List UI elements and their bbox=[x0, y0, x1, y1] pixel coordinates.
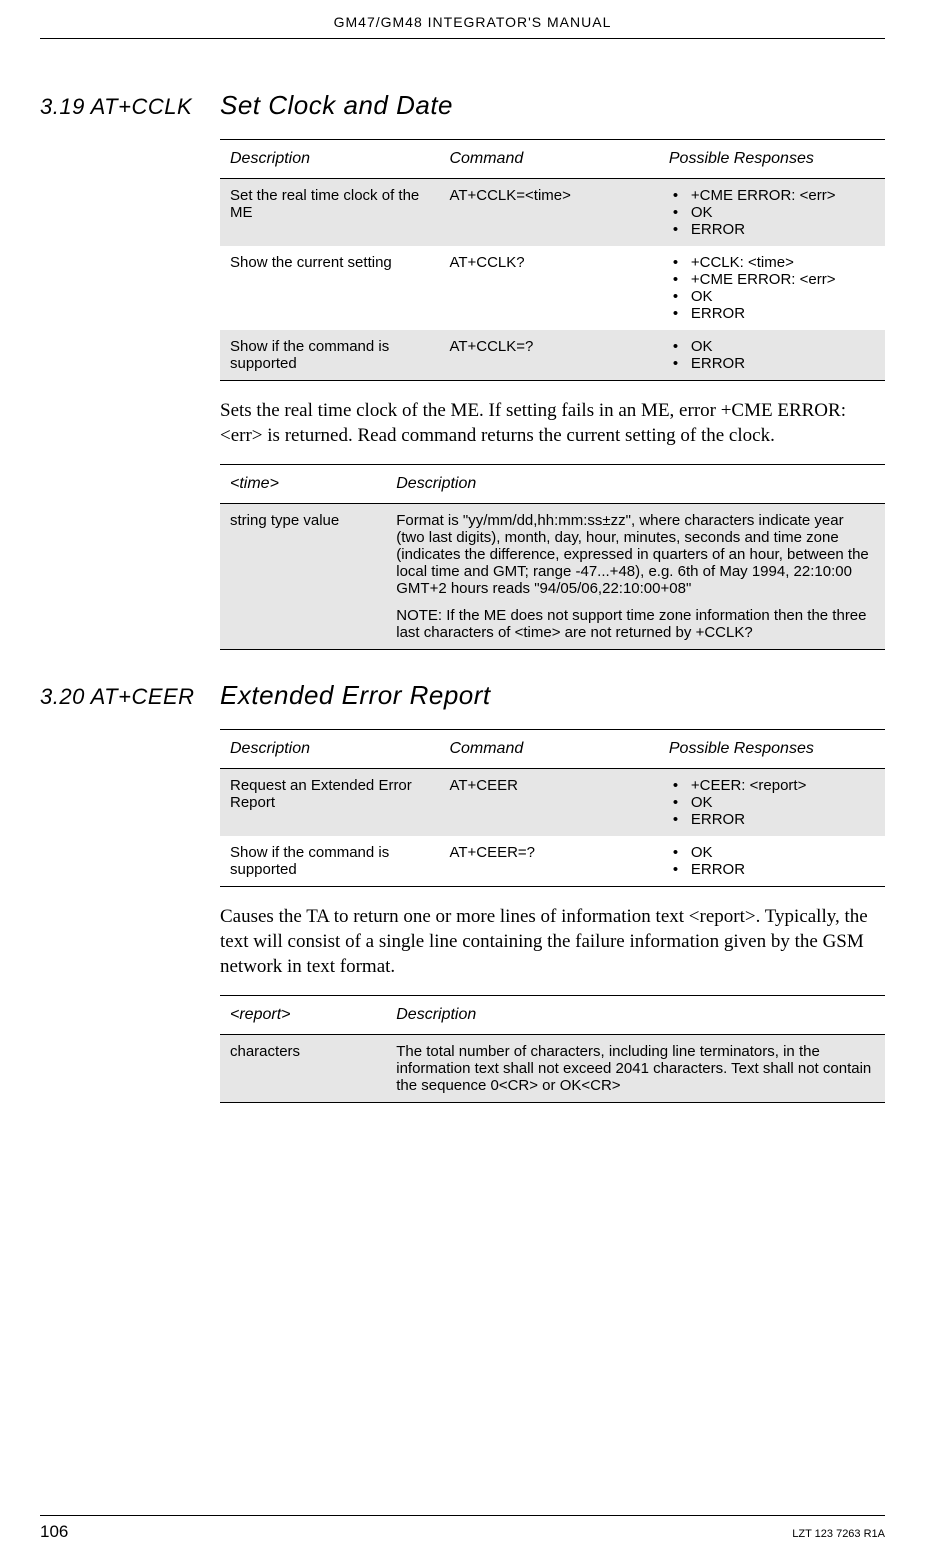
table-header-row: <report> Description bbox=[220, 996, 885, 1035]
table-row: Show if the command is supported AT+CEER… bbox=[220, 836, 885, 887]
doc-id: LZT 123 7263 R1A bbox=[792, 1528, 885, 1540]
section-319-title: Set Clock and Date bbox=[220, 90, 453, 121]
header-rule bbox=[40, 38, 885, 39]
table-row: Request an Extended Error Report AT+CEER… bbox=[220, 769, 885, 837]
col-command: Command bbox=[439, 140, 658, 179]
section-320-heading: 3.20 AT+CEER Extended Error Report bbox=[40, 680, 885, 711]
cell-resp: +CME ERROR: <err> OK ERROR bbox=[659, 179, 885, 247]
page-number: 106 bbox=[40, 1522, 68, 1542]
section-319-body-block: Description Command Possible Responses S… bbox=[220, 139, 885, 650]
col-description: Description bbox=[220, 730, 439, 769]
cclk-command-table: Description Command Possible Responses S… bbox=[220, 139, 885, 381]
param-name: string type value bbox=[220, 504, 386, 650]
param-col-name: <time> bbox=[220, 465, 386, 504]
resp-item: OK bbox=[687, 794, 875, 811]
resp-item: ERROR bbox=[687, 811, 875, 828]
cell-desc: Show if the command is supported bbox=[220, 330, 439, 381]
table-row: Set the real time clock of the ME AT+CCL… bbox=[220, 179, 885, 247]
section-319-paragraph: Sets the real time clock of the ME. If s… bbox=[220, 399, 885, 448]
page-content: 3.19 AT+CCLK Set Clock and Date Descript… bbox=[40, 90, 885, 1121]
param-col-name: <report> bbox=[220, 996, 386, 1035]
cell-resp: +CEER: <report> OK ERROR bbox=[659, 769, 885, 837]
param-desc: The total number of characters, includin… bbox=[386, 1035, 885, 1103]
resp-item: ERROR bbox=[687, 355, 875, 372]
cell-cmd: AT+CCLK=<time> bbox=[439, 179, 658, 247]
ceer-param-table: <report> Description characters The tota… bbox=[220, 995, 885, 1103]
resp-item: ERROR bbox=[687, 305, 875, 322]
col-responses: Possible Responses bbox=[659, 140, 885, 179]
cell-cmd: AT+CEER=? bbox=[439, 836, 658, 887]
section-319-label: 3.19 AT+CCLK bbox=[40, 94, 220, 120]
col-command: Command bbox=[439, 730, 658, 769]
col-description: Description bbox=[220, 140, 439, 179]
cell-resp: +CCLK: <time> +CME ERROR: <err> OK ERROR bbox=[659, 246, 885, 330]
cell-cmd: AT+CEER bbox=[439, 769, 658, 837]
section-320-title: Extended Error Report bbox=[220, 680, 491, 711]
section-320-body-block: Description Command Possible Responses R… bbox=[220, 729, 885, 1103]
section-320-paragraph: Causes the TA to return one or more line… bbox=[220, 905, 885, 979]
table-header-row: Description Command Possible Responses bbox=[220, 140, 885, 179]
cell-desc: Request an Extended Error Report bbox=[220, 769, 439, 837]
ceer-command-table: Description Command Possible Responses R… bbox=[220, 729, 885, 887]
table-row: Show if the command is supported AT+CCLK… bbox=[220, 330, 885, 381]
table-header-row: <time> Description bbox=[220, 465, 885, 504]
cell-desc: Show if the command is supported bbox=[220, 836, 439, 887]
cell-cmd: AT+CCLK=? bbox=[439, 330, 658, 381]
param-desc: Format is "yy/mm/dd,hh:mm:ss±zz", where … bbox=[386, 504, 885, 650]
resp-item: OK bbox=[687, 338, 875, 355]
param-name: characters bbox=[220, 1035, 386, 1103]
running-header: GM47/GM48 INTEGRATOR'S MANUAL bbox=[0, 14, 945, 30]
resp-item: OK bbox=[687, 288, 875, 305]
table-row: characters The total number of character… bbox=[220, 1035, 885, 1103]
resp-item: OK bbox=[687, 844, 875, 861]
cell-cmd: AT+CCLK? bbox=[439, 246, 658, 330]
resp-item: ERROR bbox=[687, 221, 875, 238]
table-header-row: Description Command Possible Responses bbox=[220, 730, 885, 769]
resp-item: +CEER: <report> bbox=[687, 777, 875, 794]
col-responses: Possible Responses bbox=[659, 730, 885, 769]
resp-item: ERROR bbox=[687, 861, 875, 878]
footer-rule bbox=[40, 1515, 885, 1516]
param-desc-note: NOTE: If the ME does not support time zo… bbox=[396, 607, 866, 641]
cell-resp: OK ERROR bbox=[659, 836, 885, 887]
param-desc-main: Format is "yy/mm/dd,hh:mm:ss±zz", where … bbox=[396, 512, 869, 597]
resp-item: +CME ERROR: <err> bbox=[687, 271, 875, 288]
resp-item: +CCLK: <time> bbox=[687, 254, 875, 271]
cell-desc: Set the real time clock of the ME bbox=[220, 179, 439, 247]
resp-item: OK bbox=[687, 204, 875, 221]
page: GM47/GM48 INTEGRATOR'S MANUAL 3.19 AT+CC… bbox=[0, 0, 945, 1562]
param-col-desc: Description bbox=[386, 465, 885, 504]
param-col-desc: Description bbox=[386, 996, 885, 1035]
cclk-param-table: <time> Description string type value For… bbox=[220, 464, 885, 650]
table-row: string type value Format is "yy/mm/dd,hh… bbox=[220, 504, 885, 650]
cell-resp: OK ERROR bbox=[659, 330, 885, 381]
section-320-label: 3.20 AT+CEER bbox=[40, 684, 220, 710]
cell-desc: Show the current setting bbox=[220, 246, 439, 330]
section-319-heading: 3.19 AT+CCLK Set Clock and Date bbox=[40, 90, 885, 121]
resp-item: +CME ERROR: <err> bbox=[687, 187, 875, 204]
table-row: Show the current setting AT+CCLK? +CCLK:… bbox=[220, 246, 885, 330]
